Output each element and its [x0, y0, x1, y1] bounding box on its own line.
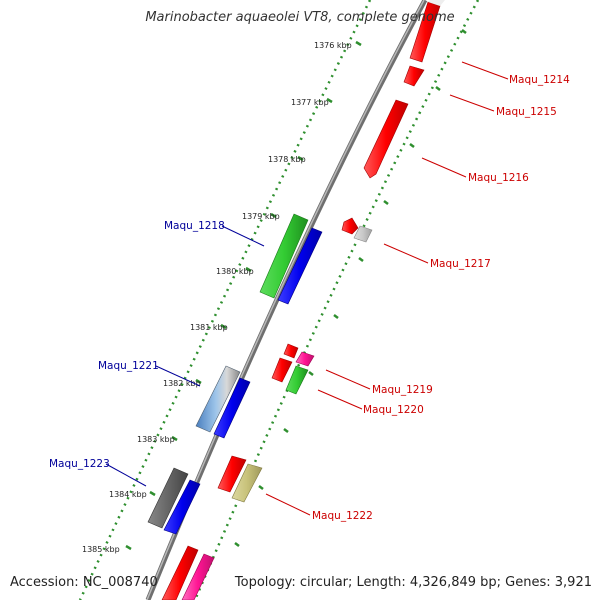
gene-maqu-1217a[interactable]	[341, 217, 359, 235]
label-maqu-1216[interactable]: Maqu_1216	[468, 172, 529, 184]
gene-maqu-1219[interactable]	[295, 351, 315, 367]
tick-label-1385: 1385 kbp	[82, 545, 120, 554]
label-maqu-1219[interactable]: Maqu_1219	[372, 384, 433, 396]
gene-maqu-1221b[interactable]	[213, 377, 251, 439]
label-maqu-1218[interactable]: Maqu_1218	[164, 220, 225, 232]
reverse-leader-lines	[105, 225, 265, 487]
gene-maqu-1222a[interactable]	[217, 455, 247, 493]
gene-maqu-1216[interactable]	[363, 99, 409, 179]
label-maqu-1221[interactable]: Maqu_1221	[98, 360, 159, 372]
tick-label-1384: 1384 kbp	[109, 490, 147, 499]
gene-maqu-1219a[interactable]	[283, 343, 299, 359]
tick-label-1383: 1383 kbp	[137, 435, 175, 444]
accession-text: Accession: NC_008740	[10, 575, 158, 590]
gene-maqu-1220[interactable]	[285, 365, 309, 395]
label-maqu-1217[interactable]: Maqu_1217	[430, 258, 491, 270]
gene-maqu-1217[interactable]	[353, 225, 373, 243]
gene-bottom-red[interactable]	[161, 545, 199, 600]
tick-label-1377: 1377 kbp	[291, 98, 329, 107]
label-maqu-1223[interactable]: Maqu_1223	[49, 458, 110, 470]
gene-maqu-1223b[interactable]	[163, 479, 201, 535]
gene-bottom-pink[interactable]	[181, 553, 215, 600]
gene-maqu-1215[interactable]	[403, 65, 425, 87]
label-maqu-1215[interactable]: Maqu_1215	[496, 106, 557, 118]
tick-label-1382: 1382 kbp	[163, 379, 201, 388]
tick-ring-inner	[193, 0, 480, 600]
gene-maqu-1223[interactable]	[147, 467, 189, 529]
gene-maqu-1220a[interactable]	[271, 357, 293, 383]
tick-label-1381: 1381 kbp	[190, 323, 228, 332]
label-maqu-1222[interactable]: Maqu_1222	[312, 510, 373, 522]
forward-leader-lines	[265, 61, 509, 516]
gene-maqu-1214-top	[428, 0, 445, 6]
gene-maqu-1221[interactable]	[195, 365, 241, 433]
gene-maqu-1218b[interactable]	[277, 227, 323, 305]
inner-ticks	[234, 29, 467, 547]
label-maqu-1220[interactable]: Maqu_1220	[363, 404, 424, 416]
label-maqu-1214[interactable]: Maqu_1214	[509, 74, 570, 86]
tick-ring-outer	[78, 0, 372, 600]
tick-label-1379: 1379 kbp	[242, 212, 280, 221]
tick-label-1376: 1376 kbp	[314, 41, 352, 50]
map-title: Marinobacter aquaeolei VT8, complete gen…	[145, 10, 455, 25]
tick-label-1378: 1378 kbp	[268, 155, 306, 164]
topology-text: Topology: circular; Length: 4,326,849 bp…	[234, 575, 592, 590]
tick-label-1380: 1380 kbp	[216, 267, 254, 276]
gene-maqu-1218[interactable]	[259, 213, 309, 299]
gene-maqu-1222[interactable]	[231, 463, 263, 503]
major-ticks	[125, 40, 362, 551]
